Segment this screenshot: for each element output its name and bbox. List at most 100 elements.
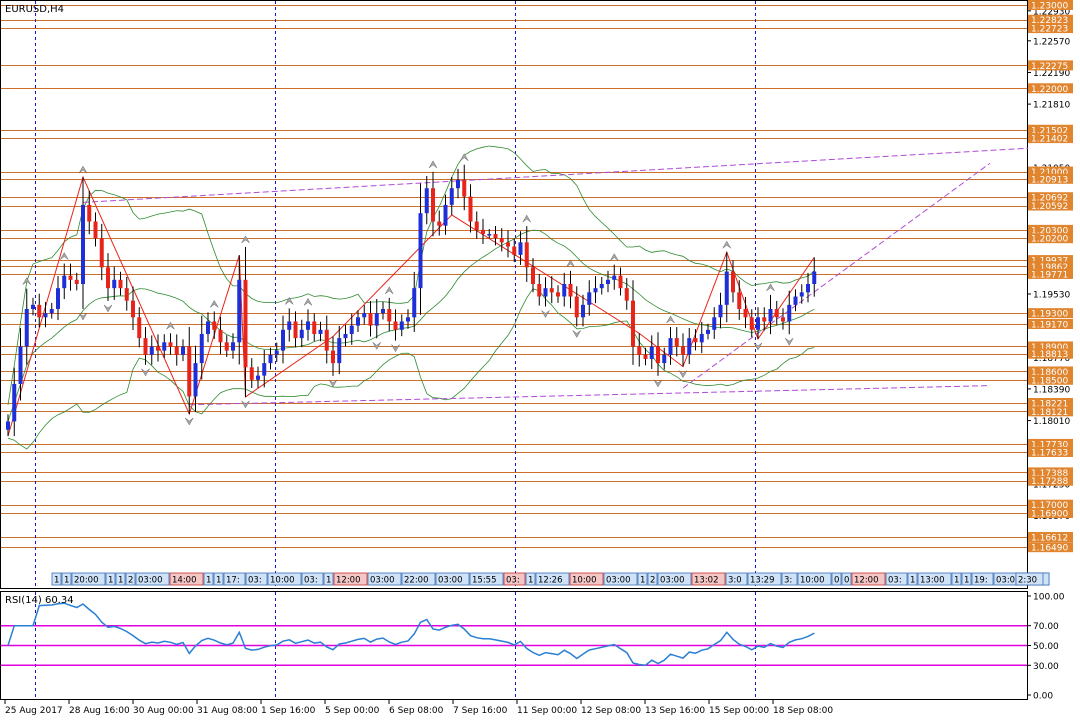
price-level-label-bg xyxy=(1028,60,1073,71)
time-axis: 25 Aug 2017 28 Aug 16:00 30 Aug 00:00 31 Au… xyxy=(4,700,833,716)
bull-candle-body xyxy=(206,321,210,334)
bear-candle-body xyxy=(556,292,560,297)
bull-candle-body xyxy=(793,296,798,305)
price-level-label: 1.18121 xyxy=(1031,408,1068,418)
bull-candle-body xyxy=(756,317,760,330)
bull-candle-body xyxy=(687,338,692,355)
bull-candle-body xyxy=(374,313,379,326)
rsi-indicator: 100.00 70.00 50.00 30.00 0.00 xyxy=(1,593,1065,702)
time-marker-label: 1 xyxy=(528,576,533,586)
fractal-down-arrow xyxy=(753,342,763,351)
price-level-label-bg xyxy=(1028,0,1073,10)
price-level-label: 1.22823 xyxy=(1031,16,1068,26)
bull-candle-body xyxy=(649,346,654,359)
time-marker-label: 22:00 xyxy=(404,576,429,586)
bear-candle-body xyxy=(549,288,554,293)
bull-candle-body xyxy=(231,342,235,351)
time-marker-label: 20:00 xyxy=(74,576,99,586)
bull-candle-body xyxy=(699,333,704,343)
price-level-label-bg xyxy=(1028,499,1073,510)
price-level-label-bg xyxy=(1028,124,1073,135)
fractal-up-arrow xyxy=(285,296,294,305)
bull-candle-body xyxy=(12,383,17,422)
bear-candle-body xyxy=(368,313,373,326)
bull-candle-body xyxy=(56,288,60,309)
bear-candle-body xyxy=(387,308,392,322)
bull-candle-body xyxy=(18,346,23,384)
price-level-label-bg xyxy=(1028,308,1073,319)
time-marker-box xyxy=(781,572,798,586)
bear-candle-body xyxy=(212,321,217,330)
bear-candle-body xyxy=(743,308,748,318)
bull-candle-body xyxy=(712,317,717,330)
time-marker-box xyxy=(647,572,658,586)
price-level-label-bg xyxy=(1028,341,1073,352)
time-marker-label: 1 xyxy=(206,576,211,586)
bear-candle-body xyxy=(218,329,223,343)
bull-candle-body xyxy=(418,213,423,289)
bull-candle-body xyxy=(181,346,185,355)
price-level-label-bg xyxy=(1028,406,1073,417)
time-marker-box xyxy=(223,572,246,586)
bull-candle-body xyxy=(62,275,67,289)
bull-candle-body xyxy=(343,333,348,339)
time-marker-box xyxy=(115,572,126,586)
bear-candle-body xyxy=(174,346,179,355)
bear-candle-body xyxy=(781,317,785,322)
fractal-down-arrow xyxy=(541,310,550,318)
rsi-tick-label: 100.00 xyxy=(1033,593,1065,603)
bull-candle-body xyxy=(31,304,35,309)
bear-candle-body xyxy=(462,179,467,197)
time-marker-label: 1 xyxy=(108,576,113,586)
time-marker-box xyxy=(105,572,116,586)
time-marker-label: 03:00 xyxy=(438,576,463,586)
time-marker-label: 03:00 xyxy=(996,576,1021,586)
time-marker-box xyxy=(971,572,994,586)
price-level-label: 1.16490 xyxy=(1031,544,1068,554)
fractal-up-arrow xyxy=(210,299,219,308)
zigzag-path xyxy=(7,175,815,437)
price-level-label: 1.16900 xyxy=(1031,510,1068,520)
time-marker-label: 1 xyxy=(910,576,915,586)
price-level-label: 1.18600 xyxy=(1031,368,1068,378)
time-tick-label: 7 Sep 16:00 xyxy=(453,706,508,716)
price-level-label: 1.20592 xyxy=(1031,202,1068,212)
fractal-up-arrow xyxy=(566,259,575,268)
bull-candle-body xyxy=(149,346,154,355)
time-marker-box xyxy=(885,572,908,586)
rsi-tick-label: 70.00 xyxy=(1033,622,1059,632)
trend-line xyxy=(189,385,991,406)
fractal-up-arrow xyxy=(78,165,88,174)
time-marker-label: 10:00 xyxy=(800,576,825,586)
bull-candle-body xyxy=(718,304,723,318)
bear-candle-body xyxy=(493,234,498,239)
time-marker-label: 1 xyxy=(54,576,59,586)
bear-candle-body xyxy=(656,346,660,364)
rsi-tick-label: 30.00 xyxy=(1033,662,1059,672)
price-level-label-bg xyxy=(1028,200,1073,211)
time-marker-label: 03: xyxy=(506,576,520,586)
price-level-label-bg xyxy=(1028,438,1073,449)
time-tick-label: 30 Aug 00:00 xyxy=(133,706,194,716)
price-level-label-bg xyxy=(1028,192,1073,203)
bull-candle-body xyxy=(706,329,710,334)
price-level-label: 1.21000 xyxy=(1031,168,1068,178)
price-level-label: 1.19771 xyxy=(1031,270,1068,280)
bull-candle-body xyxy=(162,342,167,351)
fractal-arrows xyxy=(22,153,794,426)
price-level-label-bg xyxy=(1028,532,1073,543)
bear-candle-body xyxy=(93,221,98,239)
bear-candle-body xyxy=(187,346,192,397)
time-marker-box xyxy=(525,572,536,586)
bear-candle-body xyxy=(531,267,535,284)
bear-candle-body xyxy=(762,317,767,322)
bear-candle-body xyxy=(68,275,73,280)
time-marker-box xyxy=(333,572,368,586)
fractal-up-arrow xyxy=(522,214,531,223)
trend-line xyxy=(82,147,1029,203)
main-chart-frame xyxy=(0,0,1028,589)
time-marker-box xyxy=(961,572,972,586)
fractal-down-arrow xyxy=(785,338,794,346)
